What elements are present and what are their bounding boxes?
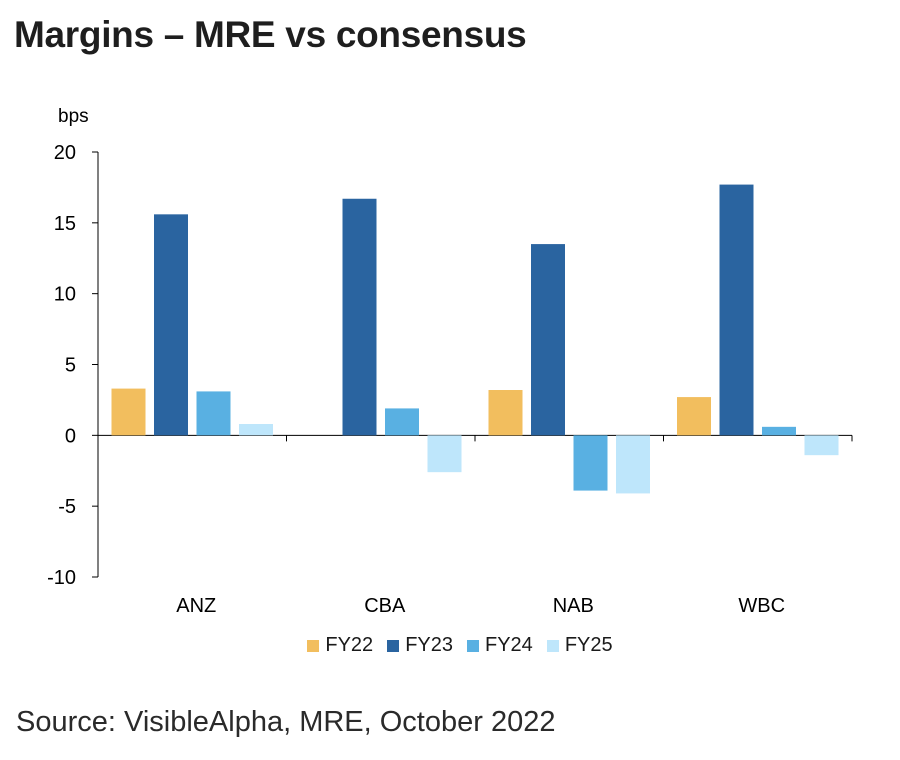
bar-nab-fy23 — [531, 244, 565, 436]
bar-wbc-fy23 — [719, 184, 754, 436]
y-tick-label: -10 — [47, 567, 76, 589]
y-tick-label: 5 — [65, 355, 76, 377]
legend-label: FY23 — [405, 634, 453, 656]
y-tick-label: 0 — [65, 425, 76, 447]
chart-bars — [111, 184, 839, 494]
y-tick-label: -5 — [58, 496, 76, 518]
x-tick-label: NAB — [553, 595, 594, 617]
legend-label: FY22 — [325, 634, 374, 656]
chart-legend: FY22 FY23 FY24 FY25 — [0, 634, 900, 657]
bar-nab-fy24 — [573, 435, 608, 491]
y-tick-label: 10 — [54, 284, 76, 306]
legend-item-fy24: FY24 — [467, 634, 533, 657]
bar-chart: 20 15 10 5 0 -5 -10 ANZ CBA NAB WBC — [47, 142, 853, 617]
legend-swatch — [546, 639, 559, 652]
legend-label: FY24 — [485, 634, 533, 656]
legend-item-fy22: FY22 — [307, 634, 373, 657]
bar-anz-fy22 — [111, 388, 146, 436]
bar-wbc-fy25 — [804, 435, 839, 456]
legend-label: FY25 — [564, 634, 613, 656]
y-tick-label: 20 — [54, 142, 76, 164]
source-note: Source: VisibleAlpha, MRE, October 2022 — [16, 706, 556, 738]
bar-anz-fy25 — [239, 424, 273, 436]
y-axis-unit-label: bps — [58, 106, 89, 127]
bar-cba-fy24 — [385, 408, 419, 436]
y-tick-label: 15 — [54, 213, 76, 235]
bar-cba-fy25 — [427, 435, 462, 473]
legend-swatch — [307, 639, 320, 652]
bar-wbc-fy24 — [762, 426, 796, 436]
legend-swatch — [467, 639, 479, 652]
bar-nab-fy22 — [488, 390, 523, 436]
chart-labels: 20 15 10 5 0 -5 -10 ANZ CBA NAB WBC — [47, 142, 785, 617]
legend-swatch — [387, 639, 400, 652]
bar-anz-fy24 — [196, 391, 231, 436]
chart-axes — [92, 151, 853, 578]
x-tick-label: WBC — [738, 595, 785, 617]
bar-wbc-fy22 — [677, 397, 711, 436]
bar-nab-fy25 — [616, 435, 650, 494]
bar-cba-fy23 — [342, 198, 377, 436]
legend-item-fy23: FY23 — [387, 634, 453, 657]
legend-item-fy25: FY25 — [546, 634, 613, 657]
bar-anz-fy23 — [154, 214, 188, 436]
x-tick-label: ANZ — [176, 595, 216, 617]
chart-title: Margins – MRE vs consensus — [14, 14, 527, 55]
x-tick-label: CBA — [364, 595, 406, 617]
